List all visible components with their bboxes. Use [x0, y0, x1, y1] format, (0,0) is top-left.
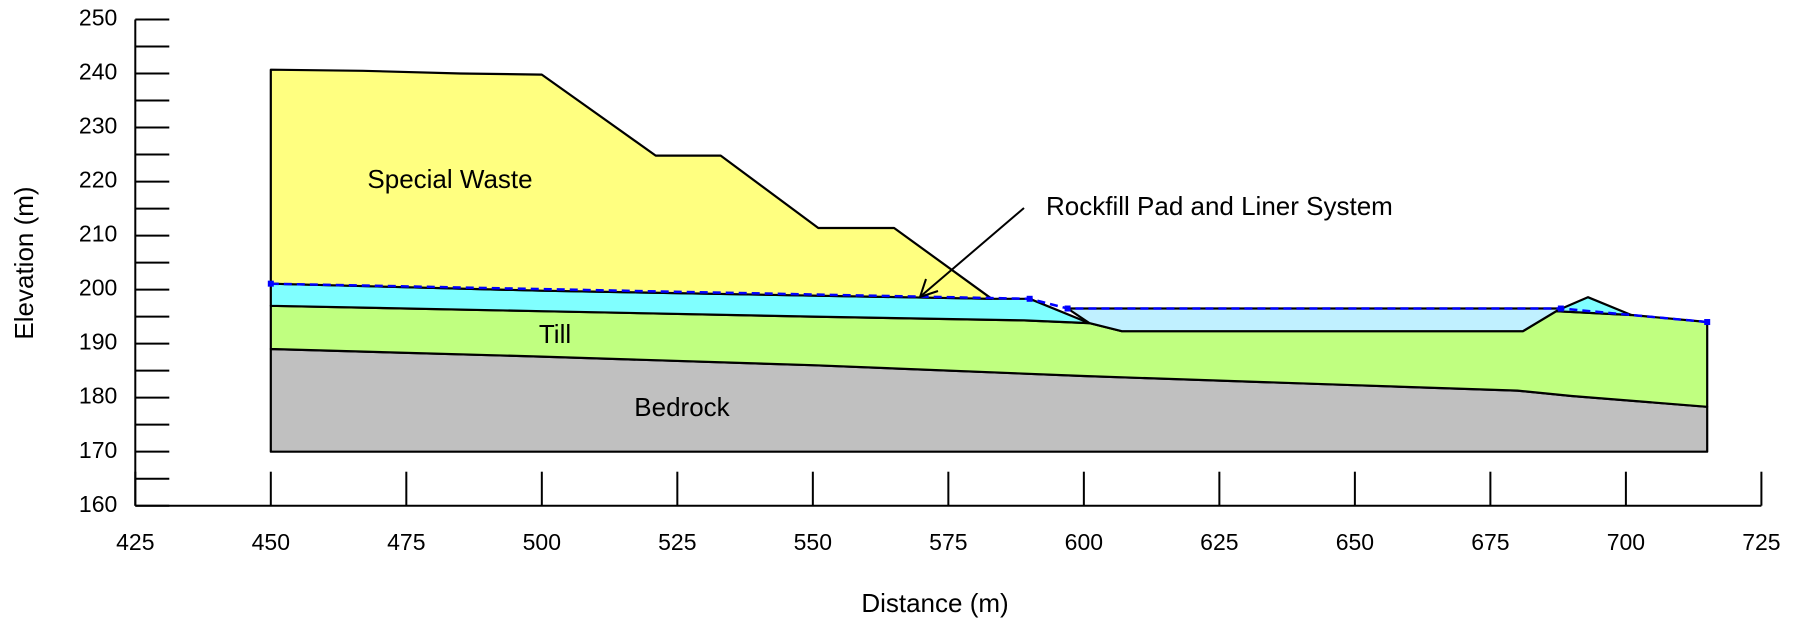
y-tick-label: 180: [79, 383, 117, 409]
line-vertex: [1065, 306, 1071, 312]
x-tick-label: 650: [1336, 529, 1374, 555]
y-tick-label: 240: [79, 59, 117, 85]
line-vertex: [1558, 306, 1564, 312]
regions: [271, 70, 1707, 452]
page: {"chart_data": { "type": "section", "xla…: [0, 0, 1798, 627]
y-tick-label: 190: [79, 329, 117, 355]
y-tick-label: 230: [79, 113, 117, 139]
chart: 425 450 475 500 525 550 575 600 625 650 675 700 725 1…: [0, 0, 1798, 627]
x-tick-label: 525: [658, 529, 696, 555]
x-tick-label: 475: [387, 529, 425, 555]
annotation: Rockfill Pad and Liner System: [1046, 191, 1393, 221]
line-vertex: [1704, 319, 1710, 325]
x-tick-label: 700: [1607, 529, 1645, 555]
x-tick-label: 550: [794, 529, 832, 555]
y-tick-label: 170: [79, 437, 117, 463]
y-tick-label: 160: [79, 491, 117, 517]
region: [1068, 309, 1561, 332]
y-tick-label: 200: [79, 275, 117, 301]
x-tick-label: 575: [929, 529, 967, 555]
x-tick-label: 625: [1200, 529, 1238, 555]
y-axis-label: Elevation (m): [9, 186, 39, 339]
line-vertex: [268, 281, 274, 287]
region-label: Special Waste: [367, 164, 532, 194]
arrow-line: [921, 208, 1024, 296]
x-axis-label: Distance (m): [861, 588, 1008, 618]
x-tick-label: 450: [252, 529, 290, 555]
x-tick-label: 425: [116, 529, 154, 555]
region: [1555, 297, 1631, 315]
x-tick-label: 500: [523, 529, 561, 555]
line-vertex: [1027, 296, 1033, 302]
x-tick-label: 675: [1471, 529, 1509, 555]
y-tick-label: 220: [79, 167, 117, 193]
x-tick-label: 600: [1065, 529, 1103, 555]
region-label: Bedrock: [634, 392, 730, 422]
x-tick-label: 725: [1742, 529, 1780, 555]
region-label: Till: [539, 319, 571, 349]
y-tick-label: 210: [79, 221, 117, 247]
y-tick-label: 250: [79, 5, 117, 31]
